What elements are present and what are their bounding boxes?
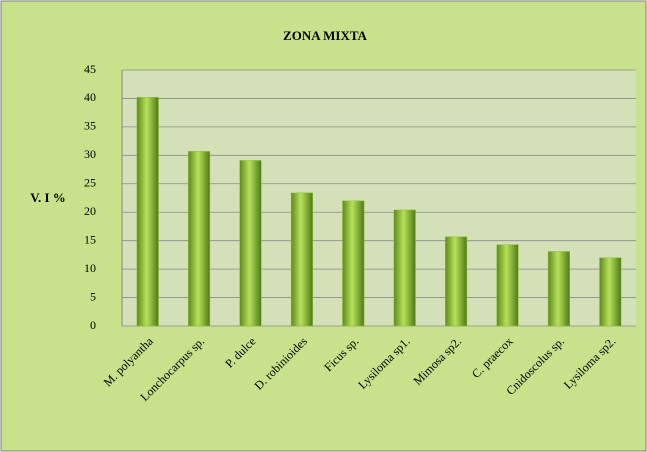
y-tick-label: 15 (84, 232, 96, 246)
bar (393, 209, 416, 327)
bar (188, 151, 211, 327)
y-tick-label: 0 (90, 318, 96, 332)
y-tick-label: 25 (84, 176, 96, 190)
bar (496, 244, 519, 327)
y-tick-label: 10 (84, 261, 96, 275)
bar (136, 97, 159, 327)
bar (599, 257, 622, 327)
y-axis-label: V. I % (30, 190, 66, 205)
y-tick-label: 40 (84, 90, 96, 104)
y-tick-label: 30 (84, 147, 96, 161)
y-tick-label: 5 (90, 289, 96, 303)
bar (547, 251, 570, 327)
bar (290, 192, 313, 327)
bar (342, 200, 365, 327)
y-tick-label: 45 (84, 62, 96, 76)
y-tick-label: 35 (84, 119, 96, 133)
bar (445, 236, 468, 327)
bar (239, 160, 262, 327)
y-tick-label: 20 (84, 204, 96, 218)
chart-title: ZONA MIXTA (283, 28, 368, 43)
